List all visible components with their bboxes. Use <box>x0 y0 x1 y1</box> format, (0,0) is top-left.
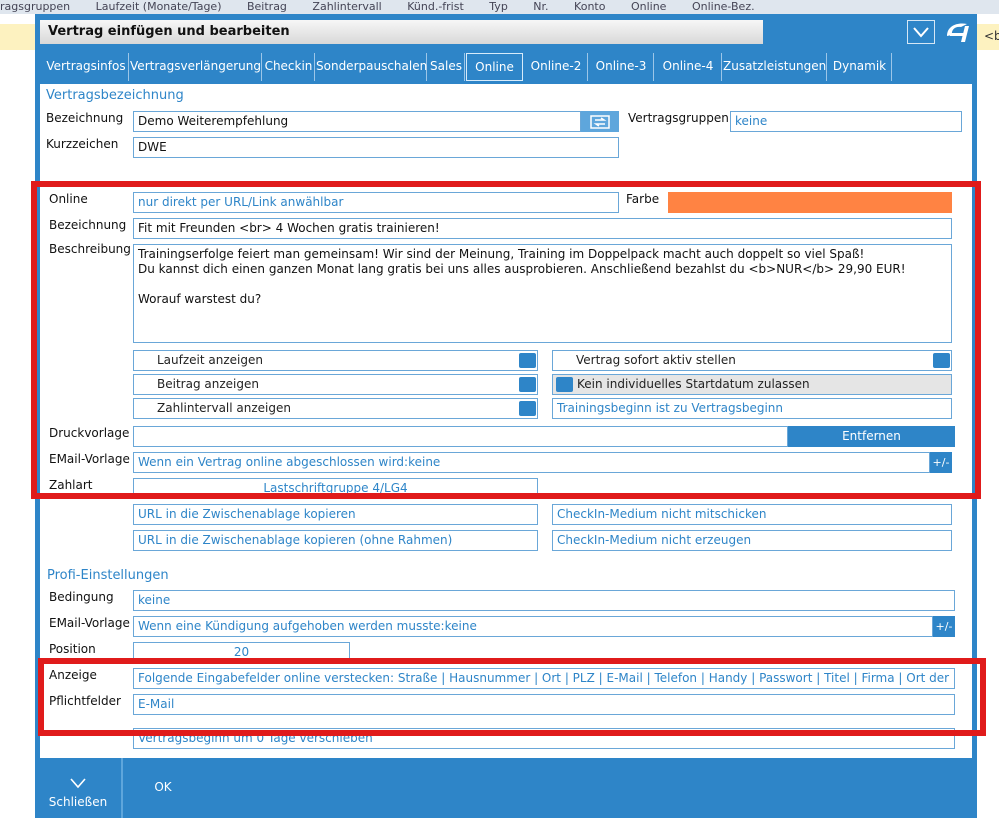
collapse-button[interactable] <box>907 20 935 44</box>
farbe-label: Farbe <box>626 192 660 206</box>
checkbox-icon <box>519 377 536 392</box>
bezeichnung-input[interactable]: Demo Weiterempfehlung <box>133 111 581 132</box>
tab-content-online: Vertragsbezeichnung Bezeichnung Demo Wei… <box>40 84 972 758</box>
bg-col-header: Online-Bez. <box>691 0 755 13</box>
bg-col-header: Online <box>630 0 667 13</box>
close-button[interactable]: Schließen <box>35 758 121 818</box>
tab-online-3[interactable]: Online-3 <box>589 53 654 81</box>
bg-col-header: Künd.-frist <box>407 0 464 13</box>
tab-sonderpauschalen[interactable]: Sonderpauschalen <box>316 53 427 81</box>
tab-checkin[interactable]: Checkin <box>263 53 315 81</box>
button-divider <box>121 758 123 818</box>
beitrag-anzeigen-label: Beitrag anzeigen <box>157 377 259 391</box>
anzeige-label: Anzeige <box>49 668 97 682</box>
profi-email-vorlage-label: EMail-Vorlage <box>49 616 130 630</box>
background-row-text: <b <box>984 29 999 43</box>
tab-zusatzleistungen[interactable]: Zusatzleistungen <box>723 53 827 81</box>
bedingung-label: Bedingung <box>49 590 114 604</box>
vertragsgruppen-label: Vertragsgruppen <box>628 111 729 125</box>
sofort-aktiv-label: Vertrag sofort aktiv stellen <box>576 353 736 367</box>
bg-col-header: Nr. <box>533 0 549 13</box>
sofort-aktiv-check[interactable]: Vertrag sofort aktiv stellen <box>552 350 952 371</box>
dialog-title: Vertrag einfügen und bearbeiten <box>40 20 763 44</box>
checkbox-icon <box>519 401 536 416</box>
laufzeit-anzeigen-check[interactable]: Laufzeit anzeigen <box>133 350 538 371</box>
url-copy-button[interactable]: URL in die Zwischenablage kopieren <box>133 504 538 525</box>
pflichtfelder-input[interactable]: E-Mail <box>133 694 955 715</box>
online-bezeichnung-input[interactable]: Fit mit Freunden <br> 4 Wochen gratis tr… <box>133 218 952 239</box>
checkbox-icon <box>519 353 536 368</box>
bedingung-input[interactable]: keine <box>133 590 955 611</box>
app-logo-icon <box>941 18 975 46</box>
profi-email-vorlage-select[interactable]: Wenn eine Kündigung aufgehoben werden mu… <box>133 616 933 637</box>
section-profi-einstellungen: Profi-Einstellungen <box>47 568 169 583</box>
background-column-headers: ragsgruppen Laufzeit (Monate/Tage) Beitr… <box>0 0 999 14</box>
tab-vertragsverlaengerung[interactable]: Vertragsverlängerung <box>130 53 262 81</box>
ok-button[interactable]: OK <box>123 758 203 818</box>
druckvorlage-label: Druckvorlage <box>49 426 130 440</box>
email-vorlage-select[interactable]: Wenn ein Vertrag online abgeschlossen wi… <box>133 452 930 473</box>
tab-online-4[interactable]: Online-4 <box>655 53 722 81</box>
beitrag-anzeigen-check[interactable]: Beitrag anzeigen <box>133 374 538 395</box>
contract-dialog: Vertrag einfügen und bearbeiten Vertrags… <box>35 14 977 818</box>
anzeige-input[interactable]: Folgende Eingabefelder online verstecken… <box>133 668 955 689</box>
entfernen-button[interactable]: Entfernen <box>788 426 955 447</box>
checkbox-icon <box>933 353 950 368</box>
online-mode-select[interactable]: nur direkt per URL/Link anwählbar <box>133 192 619 213</box>
tab-sales[interactable]: Sales <box>428 53 465 81</box>
section-vertragsbezeichnung: Vertragsbezeichnung <box>46 88 184 103</box>
highlight-online-settings <box>31 181 981 499</box>
bg-col-header: Typ <box>489 0 508 13</box>
zahlart-label: Zahlart <box>49 478 93 492</box>
bg-col-header: ragsgruppen <box>0 0 71 13</box>
swap-button[interactable] <box>581 111 619 132</box>
vertragsgruppen-input[interactable]: keine <box>730 111 962 132</box>
kurzzeichen-input[interactable]: DWE <box>133 137 619 158</box>
chevron-down-icon <box>913 27 929 38</box>
checkin-no-send-button[interactable]: CheckIn-Medium nicht mitschicken <box>552 504 952 525</box>
pflichtfelder-label: Pflichtfelder <box>49 694 121 708</box>
url-copy-frameless-button[interactable]: URL in die Zwischenablage kopieren (ohne… <box>133 530 538 551</box>
position-label: Position <box>49 642 96 656</box>
tab-online-2[interactable]: Online-2 <box>525 53 588 81</box>
laufzeit-anzeigen-label: Laufzeit anzeigen <box>157 353 263 367</box>
email-vorlage-plusminus-button[interactable]: +/- <box>930 452 952 473</box>
online-bezeichnung-label: Bezeichnung <box>49 218 127 232</box>
tab-dynamik[interactable]: Dynamik <box>828 53 892 81</box>
tab-online[interactable]: Online <box>466 53 523 81</box>
bg-col-header: Konto <box>574 0 606 13</box>
swap-icon <box>590 115 610 129</box>
kurzzeichen-label: Kurzzeichen <box>46 137 119 151</box>
tab-vertragsinfos[interactable]: Vertragsinfos <box>44 53 129 81</box>
bezeichnung-label: Bezeichnung <box>46 111 124 125</box>
bg-col-header: Beitrag <box>246 0 287 13</box>
highlight-anzeige-pflichtfelder <box>38 658 986 736</box>
startdatum-label: Kein individuelles Startdatum zulassen <box>577 377 810 391</box>
chevron-down-icon <box>70 778 86 789</box>
online-label: Online <box>49 192 88 206</box>
checkbox-icon <box>556 377 573 392</box>
profi-email-plusminus-button[interactable]: +/- <box>933 616 955 637</box>
close-button-label: Schließen <box>48 795 108 809</box>
zahlintervall-anzeigen-label: Zahlintervall anzeigen <box>157 401 291 415</box>
bg-col-header: Zahlintervall <box>312 0 382 13</box>
farbe-color-swatch[interactable] <box>668 192 952 213</box>
beschreibung-label: Beschreibung <box>49 242 131 256</box>
checkin-no-create-button[interactable]: CheckIn-Medium nicht erzeugen <box>552 530 952 551</box>
trainingsbeginn-select[interactable]: Trainingsbeginn ist zu Vertragsbeginn <box>552 398 952 419</box>
email-vorlage-label: EMail-Vorlage <box>49 452 130 466</box>
zahlintervall-anzeigen-check[interactable]: Zahlintervall anzeigen <box>133 398 538 419</box>
beschreibung-textarea[interactable]: Trainingserfolge feiert man gemeinsam! W… <box>133 244 952 343</box>
bg-col-header: Laufzeit (Monate/Tage) <box>95 0 222 13</box>
druckvorlage-input[interactable] <box>133 426 788 447</box>
startdatum-check[interactable]: Kein individuelles Startdatum zulassen <box>552 374 952 395</box>
